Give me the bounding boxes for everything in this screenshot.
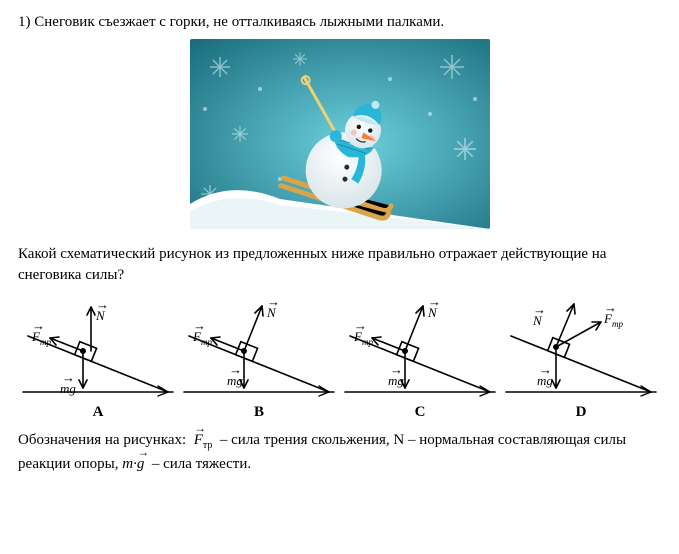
svg-text:mg: mg (388, 373, 404, 388)
svg-text:mg: mg (537, 373, 553, 388)
problem-body: Снеговик съезжает с горки, не отталкивая… (34, 14, 444, 30)
svg-text:N: N (427, 305, 438, 320)
svg-text:тр: тр (612, 319, 623, 329)
svg-text:N: N (532, 313, 543, 328)
diagram-label-D: D (501, 404, 661, 421)
diagram-A: →N →Fтр →mg A (18, 292, 178, 421)
svg-text:тр: тр (201, 337, 212, 347)
svg-text:тр: тр (40, 337, 51, 347)
diagram-label-A: A (18, 404, 178, 421)
legend-mg-symbol: m·g (122, 456, 144, 472)
diagram-label-B: B (179, 404, 339, 421)
svg-text:N: N (95, 308, 106, 323)
legend-prefix: Обозначения на рисунках: (18, 432, 186, 448)
svg-text:mg: mg (227, 373, 243, 388)
question-text: Какой схематический рисунок из предложен… (18, 244, 661, 286)
svg-text:тр: тр (362, 337, 373, 347)
problem-number: 1) (18, 14, 31, 30)
problem-statement: 1) Снеговик съезжает с горки, не отталки… (18, 12, 661, 33)
hero-image-wrap (18, 39, 661, 234)
diagram-C: →N →Fтр →mg C (340, 292, 500, 421)
hero-image (190, 39, 490, 229)
svg-text:mg: mg (60, 381, 76, 396)
diagram-B: →N →Fтр →mg B (179, 292, 339, 421)
svg-text:N: N (266, 305, 277, 320)
legend: Обозначения на рисунках: Fтр – сила трен… (18, 429, 661, 476)
diagram-D: →N →Fтр →mg D (501, 292, 661, 421)
diagram-label-C: C (340, 404, 500, 421)
legend-ftr-symbol: F (194, 429, 203, 452)
legend-ftr-sub: тр (203, 440, 213, 451)
legend-mg-text: – сила тяжести. (152, 456, 251, 472)
diagrams-row: →N →Fтр →mg A (18, 292, 661, 421)
